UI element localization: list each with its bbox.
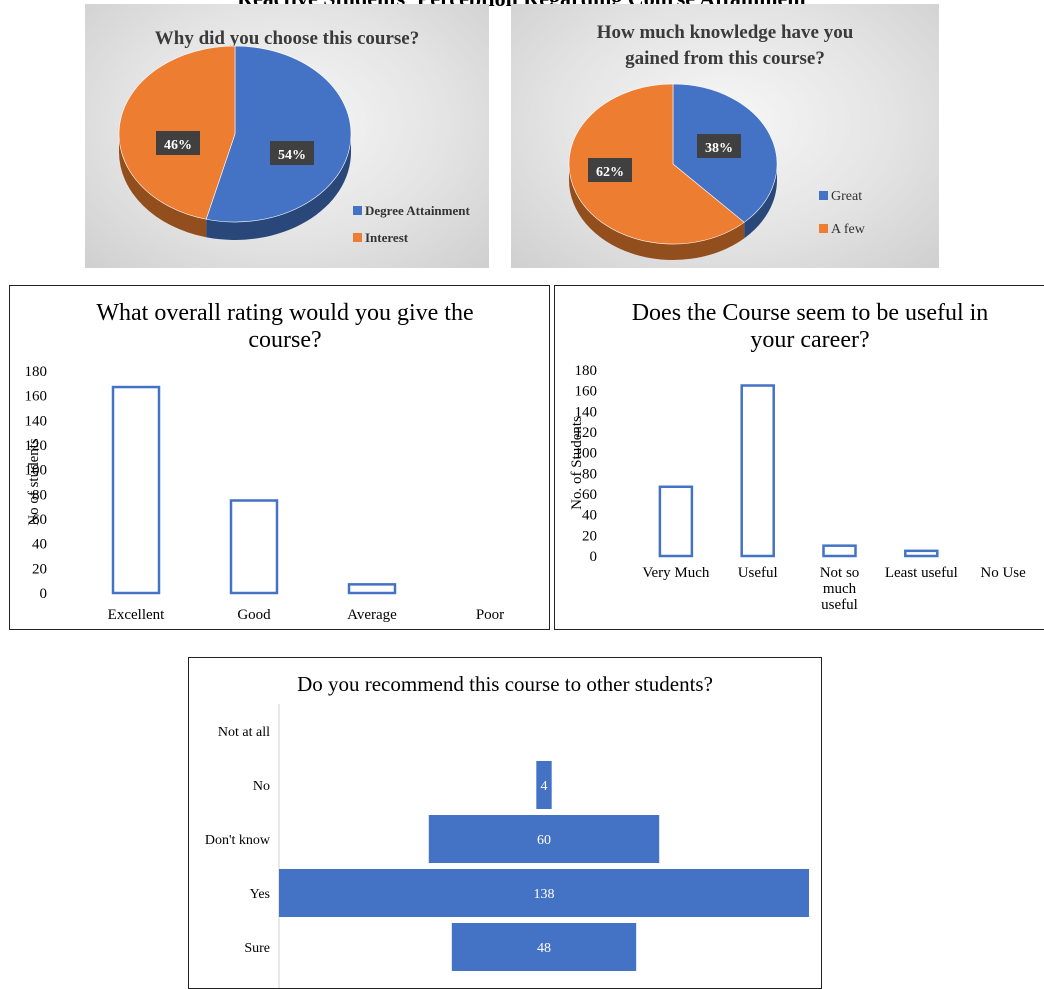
- x-tick-label: Excellent: [108, 607, 165, 623]
- x-tick-label: Very Much: [642, 565, 710, 581]
- x-tick-label: No Use: [980, 565, 1026, 581]
- bar-chart-recommend: Do you recommend this course to other st…: [188, 657, 822, 989]
- bar: [536, 761, 552, 809]
- y-tick-label: 120: [575, 425, 598, 441]
- pie-chart-1-svg: Why did you choose this course? 54% 46% Deg…: [118, 28, 470, 245]
- y-tick-label: 140: [25, 413, 48, 429]
- pie-slice: [205, 45, 352, 223]
- legend-label: Interest: [365, 230, 409, 245]
- y-tick-label: 40: [32, 537, 47, 553]
- bar: [658, 485, 694, 558]
- y-tick-label: Yes: [250, 887, 270, 902]
- y-tick-label: 160: [25, 389, 48, 405]
- bar: [428, 815, 660, 863]
- bar: [229, 499, 279, 595]
- chart-title: How much knowledge have you: [597, 22, 854, 43]
- y-tick-label: Sure: [244, 941, 270, 956]
- bar-chart-1-svg: What overall rating would you give theco…: [25, 300, 505, 623]
- legend-swatch: [353, 233, 362, 242]
- y-tick-label: Not at all: [218, 725, 270, 740]
- x-tick-label: Good: [237, 607, 271, 623]
- chart-title: Why did you choose this course?: [155, 28, 419, 49]
- y-tick-label: 20: [582, 528, 597, 544]
- x-tick-label: Least useful: [885, 565, 958, 581]
- bar-chart-2-svg: Does the Course seem to be useful inyour…: [569, 300, 1026, 613]
- pie-value-label: 54%: [278, 148, 306, 163]
- y-tick-label: 60: [32, 512, 47, 528]
- pie-chart-course-choice: Why did you choose this course? 54% 46% Deg…: [85, 4, 489, 268]
- bar-value-label: 138: [534, 887, 555, 902]
- bar: [822, 544, 857, 558]
- y-tick-label: 0: [40, 586, 48, 602]
- bar: [451, 923, 637, 971]
- pie-slice-side: [569, 164, 745, 260]
- pie-value-label: 46%: [164, 138, 192, 153]
- y-tick-label: Don't know: [205, 833, 271, 848]
- y-tick-label: 20: [32, 561, 47, 577]
- y-tick-label: 100: [25, 463, 48, 479]
- pie-slice: [568, 83, 745, 245]
- pie-value-label-bg: [697, 134, 741, 158]
- x-tick-label: Average: [347, 607, 397, 623]
- chart-title: gained from this course?: [625, 48, 825, 69]
- bar-chart-overall-rating: What overall rating would you give the co…: [9, 285, 550, 630]
- bar-value-label: 60: [537, 833, 551, 848]
- pie-chart-2-svg: How much knowledge have you gained from t…: [568, 22, 866, 260]
- x-tick-label: Poor: [476, 607, 504, 623]
- pie-value-label: 38%: [705, 141, 733, 156]
- bar: [111, 385, 161, 595]
- chart-title: What overall rating would you give the: [96, 300, 473, 326]
- legend-label: Degree Attainment: [365, 203, 470, 218]
- chart-title: Do you recommend this course to other st…: [297, 672, 713, 696]
- pie-chart-knowledge-gained: How much knowledge have you gained from t…: [511, 4, 939, 268]
- bar-value-label: 48: [537, 941, 551, 956]
- pie-value-label-bg: [156, 131, 200, 155]
- chart-title: Does the Course seem to be useful in: [632, 300, 989, 326]
- legend-swatch: [819, 224, 828, 233]
- bar: [347, 583, 397, 595]
- y-axis-label: No. of Students: [569, 416, 585, 510]
- y-tick-label: 140: [575, 404, 598, 420]
- y-tick-label: 40: [582, 508, 597, 524]
- pie-value-label-bg: [588, 158, 632, 182]
- y-tick-label: 160: [575, 384, 598, 400]
- x-tick-label: Not so: [820, 565, 860, 581]
- y-tick-label: 120: [25, 438, 48, 454]
- y-axis-label: No of students: [26, 438, 42, 526]
- y-tick-label: 60: [582, 487, 597, 503]
- bar-chart-career-usefulness: Does the Course seem to be useful in your…: [554, 285, 1044, 630]
- bar: [279, 869, 809, 917]
- pie-slice-side: [744, 164, 777, 239]
- legend-swatch: [819, 191, 828, 200]
- x-tick-label: useful: [821, 597, 858, 613]
- chart-title: your career?: [750, 327, 869, 353]
- bar: [904, 549, 939, 558]
- y-tick-label: 180: [25, 364, 48, 380]
- chart-title: course?: [248, 327, 321, 353]
- pie-slice-side: [119, 134, 207, 238]
- legend-swatch: [353, 206, 362, 215]
- pie-value-label-bg: [270, 141, 314, 165]
- y-tick-label: 80: [32, 487, 47, 503]
- y-tick-label: 80: [582, 466, 597, 482]
- pie-value-label: 62%: [596, 165, 624, 180]
- y-tick-label: 180: [575, 363, 598, 379]
- y-tick-label: 0: [590, 549, 598, 565]
- pie-slice-side: [206, 134, 351, 240]
- y-tick-label: 100: [575, 446, 598, 462]
- x-tick-label: Useful: [738, 565, 778, 581]
- bar: [740, 384, 775, 558]
- x-tick-label: much: [823, 581, 857, 597]
- y-tick-label: No: [253, 779, 270, 794]
- legend-label: A few: [831, 222, 866, 237]
- legend-label: Great: [831, 189, 862, 204]
- bar-value-label: 4: [541, 779, 548, 794]
- bar-chart-3-svg: Do you recommend this course to other st…: [205, 672, 809, 988]
